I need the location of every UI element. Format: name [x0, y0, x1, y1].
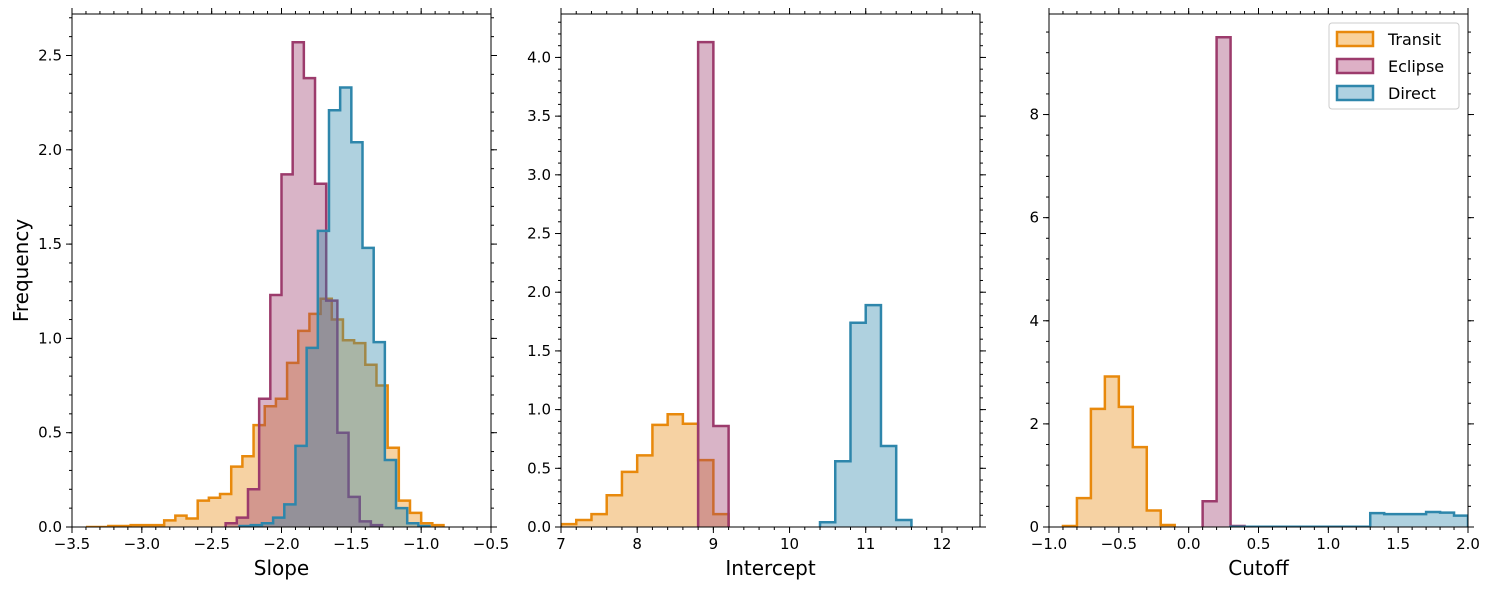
y-tick-label: 1.5	[527, 342, 551, 360]
x-axis-label: Intercept	[725, 556, 816, 580]
y-tick-label: 0	[1029, 518, 1039, 536]
y-tick-label: 0.0	[38, 518, 62, 536]
x-tick-label: 7	[556, 535, 566, 553]
hist-line-eclipse	[696, 40, 730, 527]
hist-line-direct	[238, 86, 431, 527]
x-tick-label: 0.5	[1247, 535, 1271, 553]
hist-line-transit	[561, 413, 730, 527]
chart-panel-2: 7 8 9 10 11 12 0.0 0.5 1.0 1.5 2.0 2.5 3.0 3.5 4.0 Inte…	[527, 8, 986, 580]
x-axis-label: Slope	[254, 556, 310, 580]
hist-fill-direct	[1230, 512, 1468, 527]
x-tick-label: 10	[780, 535, 799, 553]
x-tick-label: 12	[932, 535, 951, 553]
hist-line-transit	[1061, 375, 1176, 527]
y-tick-label: 3.0	[527, 166, 551, 184]
x-tick-label: 1.5	[1386, 535, 1410, 553]
y-tick-label: 2.0	[527, 283, 551, 301]
y-tick-label: 4	[1029, 312, 1039, 330]
hist-line-direct	[818, 303, 913, 527]
legend-label-eclipse: Eclipse	[1388, 57, 1444, 76]
legend: Transit Eclipse Direct	[1328, 22, 1460, 110]
y-tick-label: 4.0	[527, 48, 551, 66]
x-tick-label: −0.5	[473, 535, 509, 553]
y-tick-label: 0.5	[38, 424, 62, 442]
y-tick-label: 1.0	[38, 329, 62, 347]
legend-swatch-direct	[1335, 84, 1375, 102]
y-tick-label: 2.0	[38, 141, 62, 159]
hist-line-transit	[85, 297, 445, 527]
y-tick-label: 2.5	[527, 225, 551, 243]
x-tick-label: −3.5	[54, 535, 90, 553]
legend-swatch-eclipse	[1335, 57, 1375, 75]
x-tick-label: 8	[632, 535, 642, 553]
x-tick-label: −1.5	[333, 535, 369, 553]
x-tick-label: −0.5	[1101, 535, 1137, 553]
chart-panel-3: −1.0 −0.5 0.0 0.5 1.0 1.5 2.0 0 2 4 6 8 Cutoff	[1029, 8, 1480, 580]
y-tick-label: 1.0	[527, 401, 551, 419]
x-tick-label: 11	[856, 535, 875, 553]
x-tick-label: −1.0	[1031, 535, 1067, 553]
chart-panel-1: −3.5 −3.0 −2.5 −2.0 −1.5 −1.0 −0.5 0.0 0.5 1.0 1.5…	[9, 8, 509, 580]
legend-label-transit: Transit	[1387, 30, 1441, 49]
hist-fill-eclipse	[1202, 37, 1245, 527]
x-tick-label: −3.0	[124, 535, 160, 553]
hist-fill-eclipse	[225, 42, 383, 527]
x-tick-label: −2.0	[263, 535, 299, 553]
x-tick-label: −1.0	[403, 535, 439, 553]
y-tick-label: 2.5	[38, 46, 62, 64]
x-tick-label: 2.0	[1456, 535, 1480, 553]
legend-label-direct: Direct	[1388, 84, 1436, 103]
y-axis-label: Frequency	[9, 219, 33, 322]
y-tick-label: 2	[1029, 415, 1039, 433]
y-tick-label: 1.5	[38, 235, 62, 253]
y-tick-label: 8	[1029, 106, 1039, 124]
hist-fill-direct	[239, 87, 430, 527]
x-tick-label: 1.0	[1316, 535, 1340, 553]
hist-line-eclipse	[224, 41, 384, 527]
x-axis-label: Cutoff	[1228, 556, 1290, 580]
y-tick-label: 3.5	[527, 107, 551, 125]
axes-frame	[560, 13, 981, 528]
x-tick-label: 9	[709, 535, 719, 553]
x-tick-label: −2.5	[193, 535, 229, 553]
hist-fill-direct	[820, 305, 912, 527]
hist-fill-transit	[561, 414, 729, 527]
y-tick-label: 6	[1029, 209, 1039, 227]
y-tick-label: 0.0	[527, 518, 551, 536]
x-tick-label: 0.0	[1177, 535, 1201, 553]
y-tick-label: 0.5	[527, 459, 551, 477]
legend-swatch-transit	[1335, 30, 1375, 48]
